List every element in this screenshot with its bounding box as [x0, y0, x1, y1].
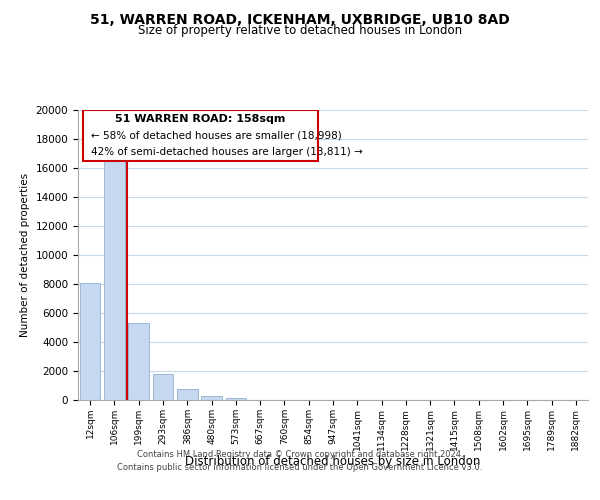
Text: 51, WARREN ROAD, ICKENHAM, UXBRIDGE, UB10 8AD: 51, WARREN ROAD, ICKENHAM, UXBRIDGE, UB1… — [90, 12, 510, 26]
Text: Contains public sector information licensed under the Open Government Licence v3: Contains public sector information licen… — [118, 462, 482, 471]
FancyBboxPatch shape — [83, 110, 318, 161]
Text: 51 WARREN ROAD: 158sqm: 51 WARREN ROAD: 158sqm — [115, 114, 286, 124]
Bar — [201, 396, 222, 400]
Text: Size of property relative to detached houses in London: Size of property relative to detached ho… — [138, 24, 462, 37]
Text: 42% of semi-detached houses are larger (13,811) →: 42% of semi-detached houses are larger (… — [91, 146, 362, 156]
X-axis label: Distribution of detached houses by size in London: Distribution of detached houses by size … — [185, 456, 481, 468]
Bar — [80, 282, 100, 400]
Text: Contains HM Land Registry data © Crown copyright and database right 2024.: Contains HM Land Registry data © Crown c… — [137, 450, 463, 459]
Bar — [226, 398, 246, 400]
Y-axis label: Number of detached properties: Number of detached properties — [20, 173, 30, 337]
Bar — [104, 161, 125, 400]
Bar — [128, 323, 149, 400]
Text: ← 58% of detached houses are smaller (18,998): ← 58% of detached houses are smaller (18… — [91, 130, 341, 140]
Bar — [152, 374, 173, 400]
Bar — [177, 389, 197, 400]
